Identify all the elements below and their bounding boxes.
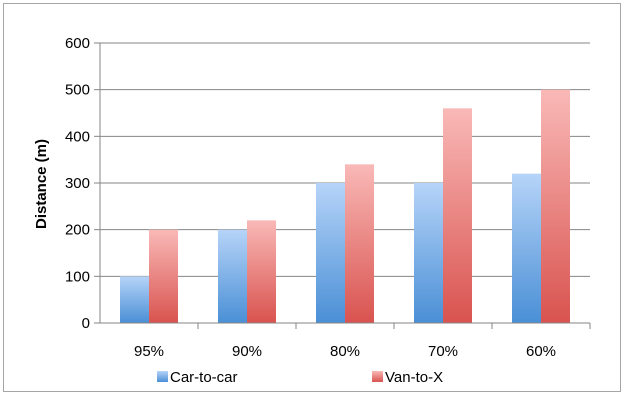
- y-tick-label: 500: [65, 82, 90, 99]
- y-axis-title: Distance (m): [33, 139, 50, 229]
- bar-van-to-x: [247, 220, 276, 323]
- bar-car-to-car: [218, 229, 247, 323]
- bars: [120, 89, 570, 324]
- y-tick-label: 300: [65, 175, 90, 192]
- bar-car-to-car: [414, 183, 443, 323]
- y-tick-label: 600: [65, 35, 90, 52]
- bar-van-to-x: [149, 229, 178, 323]
- y-tick-label: 0: [82, 315, 90, 332]
- bar-car-to-car: [120, 276, 149, 323]
- x-tick-label: 70%: [428, 343, 458, 360]
- axes: [99, 43, 590, 324]
- bar-car-to-car: [316, 183, 345, 323]
- y-tick-label: 200: [65, 222, 90, 239]
- legend-swatch: [372, 371, 383, 382]
- legend: Car-to-car Van-to-X: [157, 369, 443, 386]
- x-tick-labels: 95% 90% 80% 70% 60%: [134, 343, 556, 360]
- bar-van-to-x: [541, 89, 570, 324]
- y-tick-label: 100: [65, 268, 90, 285]
- x-tick-label: 90%: [232, 343, 262, 360]
- bar-van-to-x: [443, 108, 472, 323]
- legend-swatch: [157, 371, 168, 382]
- bar-van-to-x: [345, 164, 374, 323]
- y-tick-label: 400: [65, 128, 90, 145]
- legend-label: Car-to-car: [170, 369, 238, 386]
- x-tick-label: 60%: [526, 343, 556, 360]
- bar-car-to-car: [512, 173, 541, 323]
- x-tick-label: 80%: [330, 343, 360, 360]
- legend-label: Van-to-X: [385, 369, 443, 386]
- x-tick-label: 95%: [134, 343, 164, 360]
- y-tick-labels: 0 100 200 300 400 500 600: [65, 35, 90, 332]
